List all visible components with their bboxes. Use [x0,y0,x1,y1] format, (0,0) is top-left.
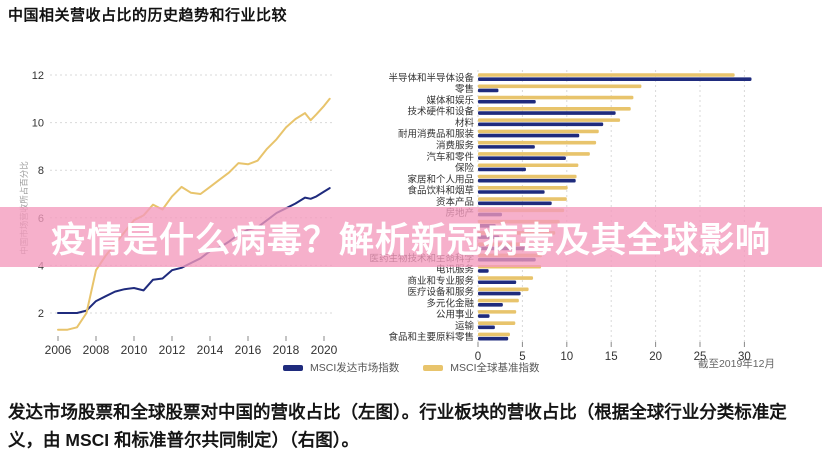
svg-text:2006: 2006 [45,343,72,357]
svg-text:资本产品: 资本产品 [436,196,474,208]
svg-text:12: 12 [32,70,44,82]
svg-text:商业和专业服务: 商业和专业服务 [407,275,474,287]
svg-text:多元化金融: 多元化金融 [426,297,474,309]
legend-item-global-benchmark: MSCI全球基准指数 [423,360,540,375]
svg-text:家居和个人用品: 家居和个人用品 [407,173,474,185]
caption-text: 发达市场股票和全球股票对中国的营收占比（左图）。行业板块的营收占比（根据全球行业… [8,402,787,450]
svg-text:公用事业: 公用事业 [436,309,474,321]
svg-text:8: 8 [38,165,44,177]
svg-text:30: 30 [738,351,751,363]
svg-text:10: 10 [560,351,573,363]
svg-text:食品和主要原料零售: 食品和主要原料零售 [388,331,474,343]
svg-text:耐用消费品和服装: 耐用消费品和服装 [398,128,475,140]
svg-text:25: 25 [694,351,707,363]
svg-text:15: 15 [605,351,618,363]
headline-banner: 疫情是什么病毒？解析新冠病毒及其全球影响 [0,207,822,267]
svg-text:保险: 保险 [455,162,475,174]
svg-text:2: 2 [38,308,44,320]
as-of-date-note: 截至2019年12月 [697,358,775,370]
svg-text:2020: 2020 [311,343,338,357]
svg-text:食品饮料和烟草: 食品饮料和烟草 [407,185,474,197]
svg-text:2016: 2016 [235,343,262,357]
headline-text: 疫情是什么病毒？解析新冠病毒及其全球影响 [50,220,771,260]
svg-text:5: 5 [519,351,525,363]
svg-text:2012: 2012 [159,343,186,357]
svg-text:半导体和半导体设备: 半导体和半导体设备 [388,72,474,84]
svg-text:汽车和零件: 汽车和零件 [426,151,474,163]
svg-text:运输: 运输 [455,320,475,332]
svg-text:消费服务: 消费服务 [436,139,475,151]
svg-text:材料: 材料 [455,117,475,129]
chart-legend: MSCI发达市场指数 MSCI全球基准指数 [283,360,540,375]
svg-text:媒体和娱乐: 媒体和娱乐 [426,94,474,106]
svg-text:10: 10 [32,118,44,130]
svg-text:20: 20 [649,351,662,363]
svg-text:2010: 2010 [121,343,148,357]
svg-text:技术硬件和设备: 技术硬件和设备 [407,106,474,118]
svg-text:零售: 零售 [455,83,474,95]
svg-text:0: 0 [475,351,481,363]
global-benchmark-swatch [423,364,444,371]
legend-label-developed: MSCI发达市场指数 [310,362,400,374]
legend-label-global: MSCI全球基准指数 [450,362,540,374]
svg-text:2014: 2014 [197,343,224,357]
page-title: 中国相关营收占比的历史趋势和行业比较 [8,7,288,24]
developed-markets-swatch [283,364,303,371]
svg-text:医疗设备和服务: 医疗设备和服务 [407,286,474,298]
svg-text:2008: 2008 [83,343,110,357]
svg-text:2018: 2018 [273,343,300,357]
legend-item-developed-markets: MSCI发达市场指数 [283,360,399,375]
